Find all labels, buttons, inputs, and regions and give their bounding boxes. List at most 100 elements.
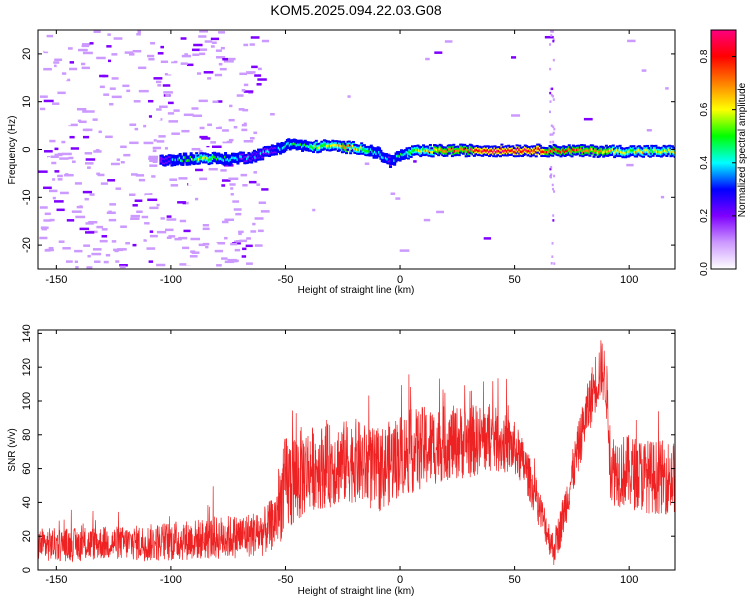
noise-cell [119, 264, 128, 267]
noise-cell [75, 266, 79, 269]
noise-cell [171, 132, 180, 135]
noise-cell [183, 209, 189, 213]
noise-cell [254, 74, 262, 77]
snr-y-ticks: 0 20 40 60 80 100 120 140 [21, 324, 675, 573]
noise-cell [169, 178, 178, 181]
noise-cell [57, 178, 63, 181]
noise-cell [81, 66, 90, 70]
noise-cell [54, 58, 63, 62]
noise-cell [62, 247, 71, 250]
noise-cell [199, 30, 209, 33]
noise-cell [53, 64, 58, 68]
noise-cell [96, 86, 104, 90]
noise-cell [243, 83, 249, 87]
noise-cell [132, 204, 138, 207]
noise-cell [99, 74, 106, 78]
noise-cell [551, 87, 554, 91]
x-tick-label: 50 [508, 574, 520, 586]
noise-cell [103, 260, 109, 264]
noise-cell [42, 36, 52, 39]
noise-cell [71, 160, 76, 163]
noise-cell [143, 124, 147, 128]
noise-cell [96, 113, 102, 116]
noise-cell [116, 158, 121, 161]
noise-cell [141, 215, 149, 219]
noise-cell [511, 56, 517, 59]
noise-cell [74, 182, 82, 185]
noise-cell [137, 30, 141, 33]
noise-cell [553, 190, 556, 193]
noise-cell [125, 242, 130, 245]
noise-cell [257, 67, 262, 71]
noise-cell [80, 62, 86, 66]
noise-cell [434, 51, 443, 54]
noise-cell [149, 230, 154, 233]
noise-cell [44, 249, 51, 252]
noise-cell [202, 227, 210, 231]
noise-cell [551, 30, 554, 33]
snr-panel: -150 -100 -50 0 50 100 0 20 40 60 80 100 120 140 Hei… [7, 324, 676, 597]
colorbar-tick-label: 0.6 [699, 102, 710, 116]
x-tick-label: 100 [620, 574, 638, 586]
noise-cell [75, 215, 86, 219]
noise-cell [157, 52, 164, 55]
noise-cell [182, 46, 192, 49]
noise-cell [162, 192, 169, 196]
colorbar-tick-label: 0.0 [699, 262, 710, 276]
noise-cell [46, 34, 54, 38]
noise-cell [174, 237, 182, 241]
colorbar-ticks: 0.0 0.2 0.4 0.6 0.8 [699, 49, 736, 276]
colorbar-label: Normalized spectral amplitude [737, 82, 748, 217]
noise-cell [39, 107, 46, 111]
noise-cell [74, 249, 83, 253]
noise-cell [58, 240, 65, 243]
noise-cell [549, 167, 552, 171]
noise-cell [551, 255, 554, 258]
noise-cell [199, 135, 208, 139]
noise-cell [143, 141, 154, 145]
noise-cell [217, 105, 221, 108]
noise-cell [511, 114, 521, 117]
noise-cell [229, 104, 233, 108]
noise-cell [230, 193, 234, 196]
noise-cell [56, 64, 63, 67]
noise-cell [159, 179, 165, 182]
noise-cell [198, 48, 208, 51]
noise-cell [146, 237, 155, 241]
noise-cell [54, 200, 64, 203]
noise-cell [167, 112, 175, 115]
noise-cell [152, 149, 157, 153]
noise-cell [89, 165, 95, 169]
snr-x-ticks: -150 -100 -50 0 50 100 [45, 330, 638, 586]
noise-cell [100, 38, 108, 42]
noise-cell [39, 206, 48, 209]
noise-cell [115, 260, 120, 263]
noise-cell [192, 114, 203, 118]
noise-cell [550, 124, 553, 127]
noise-cell [54, 170, 60, 173]
noise-cell [228, 177, 239, 181]
noise-cell [177, 201, 187, 204]
noise-cell [243, 43, 249, 47]
noise-cell [149, 206, 159, 210]
noise-cell [257, 78, 267, 81]
noise-cell [553, 174, 556, 178]
noise-cell [198, 243, 206, 247]
noise-cell [147, 54, 155, 58]
noise-cell [207, 123, 212, 127]
noise-cell [56, 208, 65, 212]
noise-cell [136, 33, 141, 36]
noise-cell [256, 83, 262, 86]
noise-cell [83, 244, 91, 247]
noise-cell [58, 77, 68, 81]
noise-cell [166, 236, 172, 239]
noise-cell [250, 74, 254, 78]
noise-cell [143, 239, 147, 242]
noise-cell [170, 184, 179, 187]
noise-cell [183, 216, 190, 219]
noise-cell [171, 48, 181, 51]
noise-cell [81, 43, 91, 46]
noise-cell [210, 45, 215, 48]
noise-cell [99, 239, 108, 243]
